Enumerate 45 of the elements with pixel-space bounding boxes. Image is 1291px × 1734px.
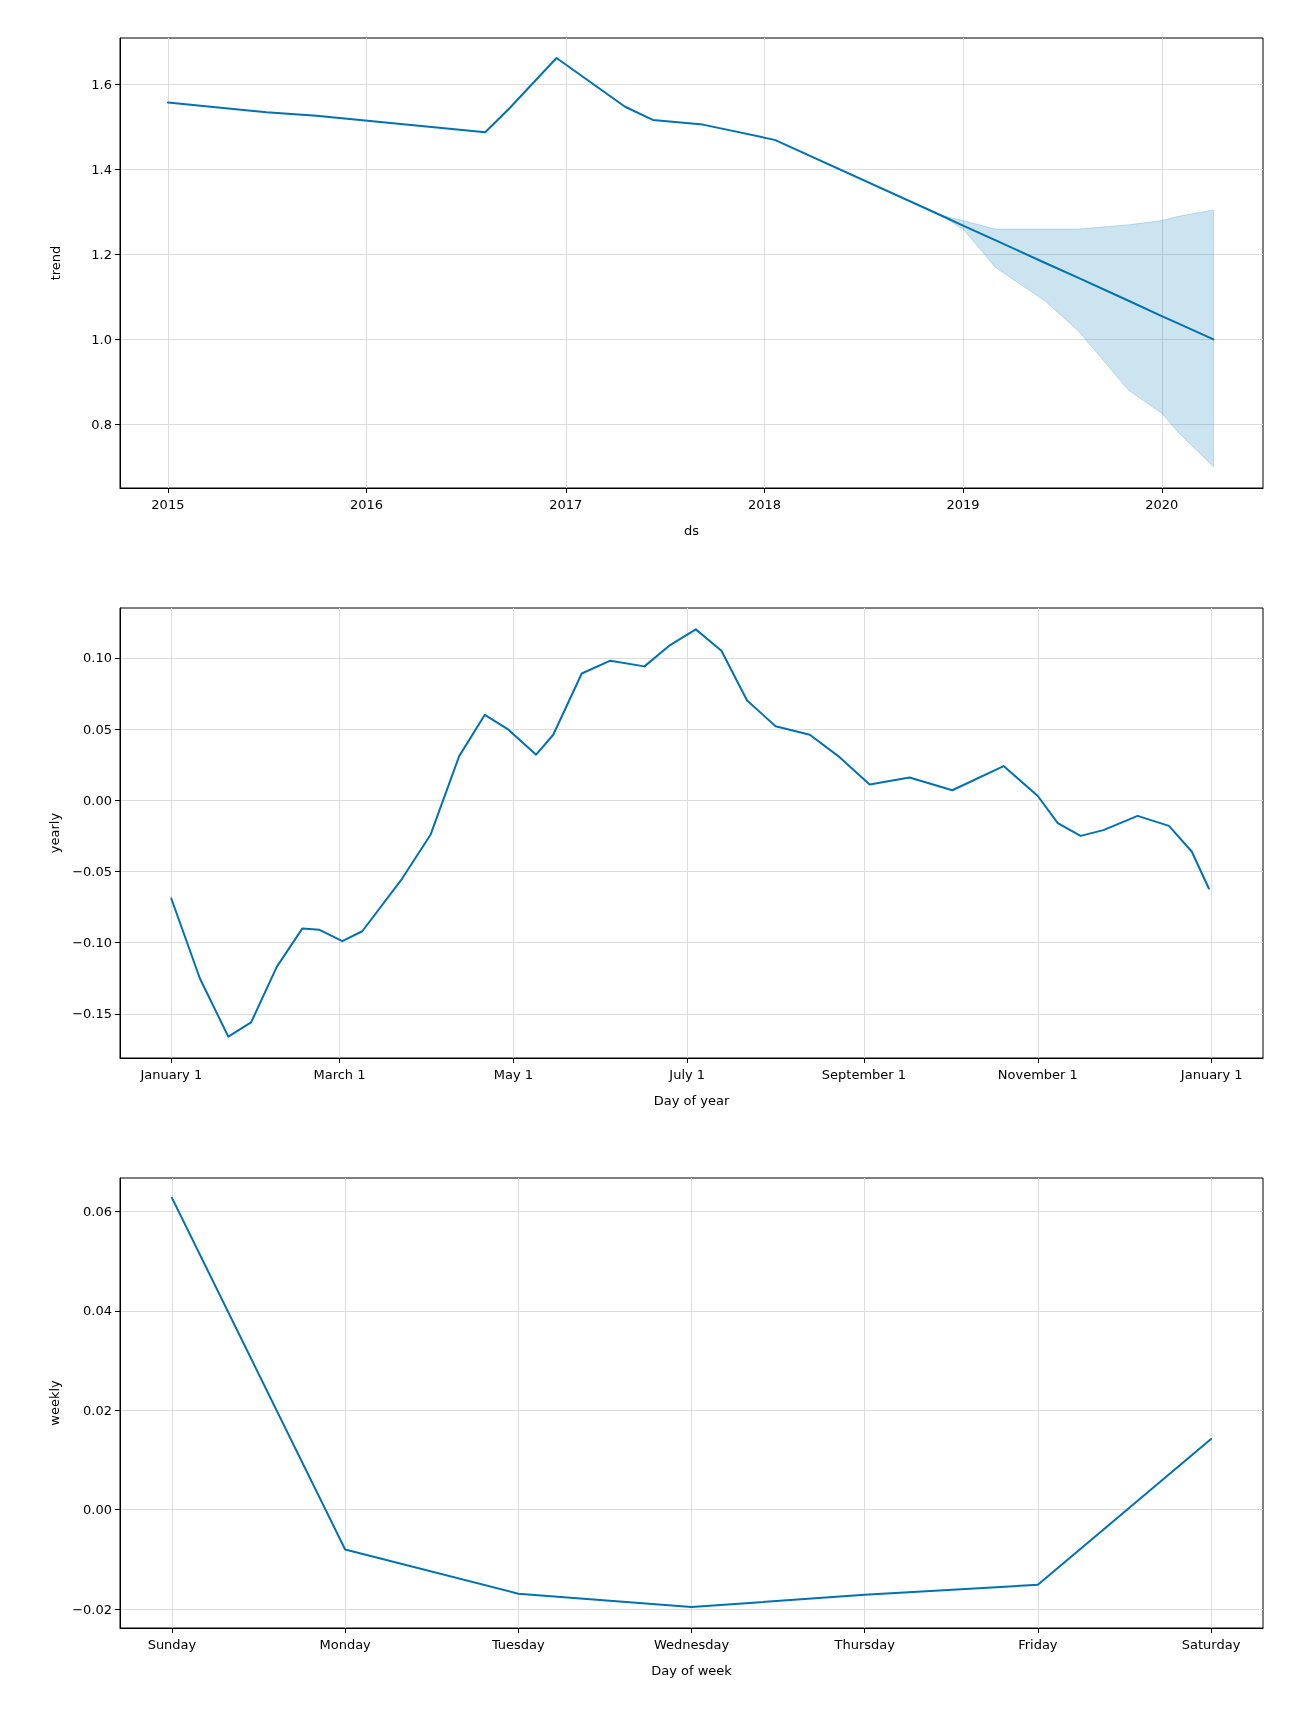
x-tick-label: July 1 xyxy=(668,1067,706,1082)
y-tick-label: −0.02 xyxy=(72,1601,112,1617)
x-tick-label: 2019 xyxy=(946,497,980,512)
x-axis-title: ds xyxy=(683,523,700,538)
y-tick-label: 0.06 xyxy=(83,1203,112,1219)
x-tick-label: January 1 xyxy=(1179,1067,1243,1082)
y-tick-label: 0.04 xyxy=(83,1303,112,1319)
x-axis-title: Day of week xyxy=(651,1663,733,1678)
y-tick-label: 0.02 xyxy=(83,1402,112,1418)
x-tick-label: Saturday xyxy=(1181,1637,1241,1652)
x-tick-label: November 1 xyxy=(997,1067,1078,1082)
x-tick-label: Thursday xyxy=(833,1637,896,1652)
x-tick-label: January 1 xyxy=(139,1067,203,1082)
x-tick-label: 2016 xyxy=(350,497,384,512)
y-tick-label: 1.2 xyxy=(91,247,112,263)
line-series xyxy=(170,1196,1213,1609)
x-tick-label: 2015 xyxy=(151,497,185,512)
x-tick-label: May 1 xyxy=(493,1067,533,1082)
y-tick-label: −0.05 xyxy=(72,863,112,879)
x-tick-label: Friday xyxy=(1018,1637,1058,1652)
line-series xyxy=(166,56,1215,341)
x-tick-label: March 1 xyxy=(313,1067,366,1082)
y-tick-label: −0.15 xyxy=(72,1006,112,1022)
x-tick-label: 2017 xyxy=(549,497,583,512)
y-tick-label: 0.10 xyxy=(83,650,112,666)
y-axis-title: yearly xyxy=(47,812,63,854)
y-tick-label: 0.00 xyxy=(83,1502,112,1518)
y-axis-title: trend xyxy=(48,245,63,281)
x-tick-label: 2018 xyxy=(747,497,781,512)
x-tick-label: Sunday xyxy=(147,1637,197,1652)
y-tick-label: 1.6 xyxy=(91,77,112,93)
y-tick-label: 0.05 xyxy=(83,721,112,737)
y-tick-label: −0.10 xyxy=(72,935,112,951)
line-series xyxy=(170,628,1210,1038)
y-tick-label: 1.0 xyxy=(91,331,112,347)
x-axis-title: Day of year xyxy=(653,1093,730,1108)
y-axis-title: weekly xyxy=(47,1379,63,1426)
y-tick-label: 0.00 xyxy=(83,792,112,808)
x-tick-label: Wednesday xyxy=(653,1637,730,1652)
x-tick-label: September 1 xyxy=(821,1067,907,1082)
y-tick-label: 0.8 xyxy=(91,416,112,432)
x-tick-label: Tuesday xyxy=(490,1637,546,1652)
x-tick-label: Monday xyxy=(319,1637,372,1652)
x-tick-label: 2020 xyxy=(1145,497,1179,512)
y-tick-label: 1.4 xyxy=(91,162,112,178)
